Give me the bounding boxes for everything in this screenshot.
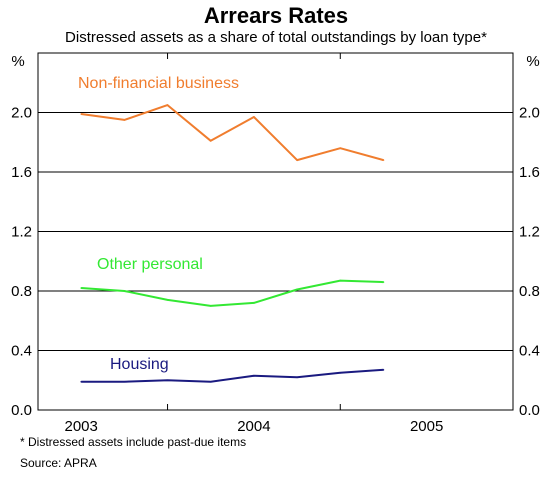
series-line-other-personal [81, 281, 383, 306]
y-tick-label-right: 1.6 [519, 164, 540, 181]
data-point [124, 290, 126, 292]
data-point [210, 140, 212, 142]
data-point [124, 381, 126, 383]
y-tick-label-right: 1.2 [519, 224, 540, 241]
y-ticks: 0.0 0.0 0.4 0.4 0.8 0.8 1.2 1.2 1.6 1.6 2.0 2.0 [11, 105, 540, 420]
data-point [167, 104, 169, 106]
y-tick-label-left: 0.4 [11, 343, 32, 360]
data-point [383, 281, 385, 283]
series-label: Housing [110, 356, 169, 373]
y-axis-unit-right: % [526, 53, 539, 70]
footnote: * Distressed assets include past-due ite… [20, 432, 246, 453]
y-tick-label-right: 0.4 [519, 343, 540, 360]
y-tick-label-right: 0.8 [519, 283, 540, 300]
data-point [253, 375, 255, 377]
data-point [167, 299, 169, 301]
data-point [80, 381, 82, 383]
series-label: Other personal [97, 256, 203, 273]
data-point [124, 119, 126, 121]
data-point [296, 289, 298, 291]
data-point [167, 379, 169, 381]
data-point [296, 376, 298, 378]
data-point [296, 159, 298, 161]
gridlines [38, 113, 513, 351]
y-tick-label-right: 0.0 [519, 402, 540, 419]
series-labels: Non-financial business Other personal Hous… [78, 75, 239, 373]
y-tick-label-right: 2.0 [519, 105, 540, 122]
data-point [339, 280, 341, 282]
data-point [253, 302, 255, 304]
data-point [383, 159, 385, 161]
data-point [253, 116, 255, 118]
y-tick-label-left: 0.0 [11, 402, 32, 419]
data-point [210, 305, 212, 307]
chart-notes: * Distressed assets include past-due ite… [20, 432, 246, 474]
x-ticks: 2003 2004 2005 [64, 53, 443, 435]
y-tick-label-left: 2.0 [11, 105, 32, 122]
data-point [80, 113, 82, 115]
data-point [383, 369, 385, 371]
series-label: Non-financial business [78, 75, 239, 92]
y-axis-unit-left: % [11, 53, 24, 70]
data-point [80, 287, 82, 289]
y-tick-label-left: 0.8 [11, 283, 32, 300]
data-point [339, 147, 341, 149]
series-line-non-financial-business [81, 105, 383, 160]
source-note: Source: APRA [20, 453, 246, 474]
x-tick-label: 2005 [410, 418, 443, 435]
y-tick-label-left: 1.6 [11, 164, 32, 181]
data-point [339, 372, 341, 374]
data-point [210, 381, 212, 383]
y-tick-label-left: 1.2 [11, 224, 32, 241]
series-lines [80, 104, 384, 382]
